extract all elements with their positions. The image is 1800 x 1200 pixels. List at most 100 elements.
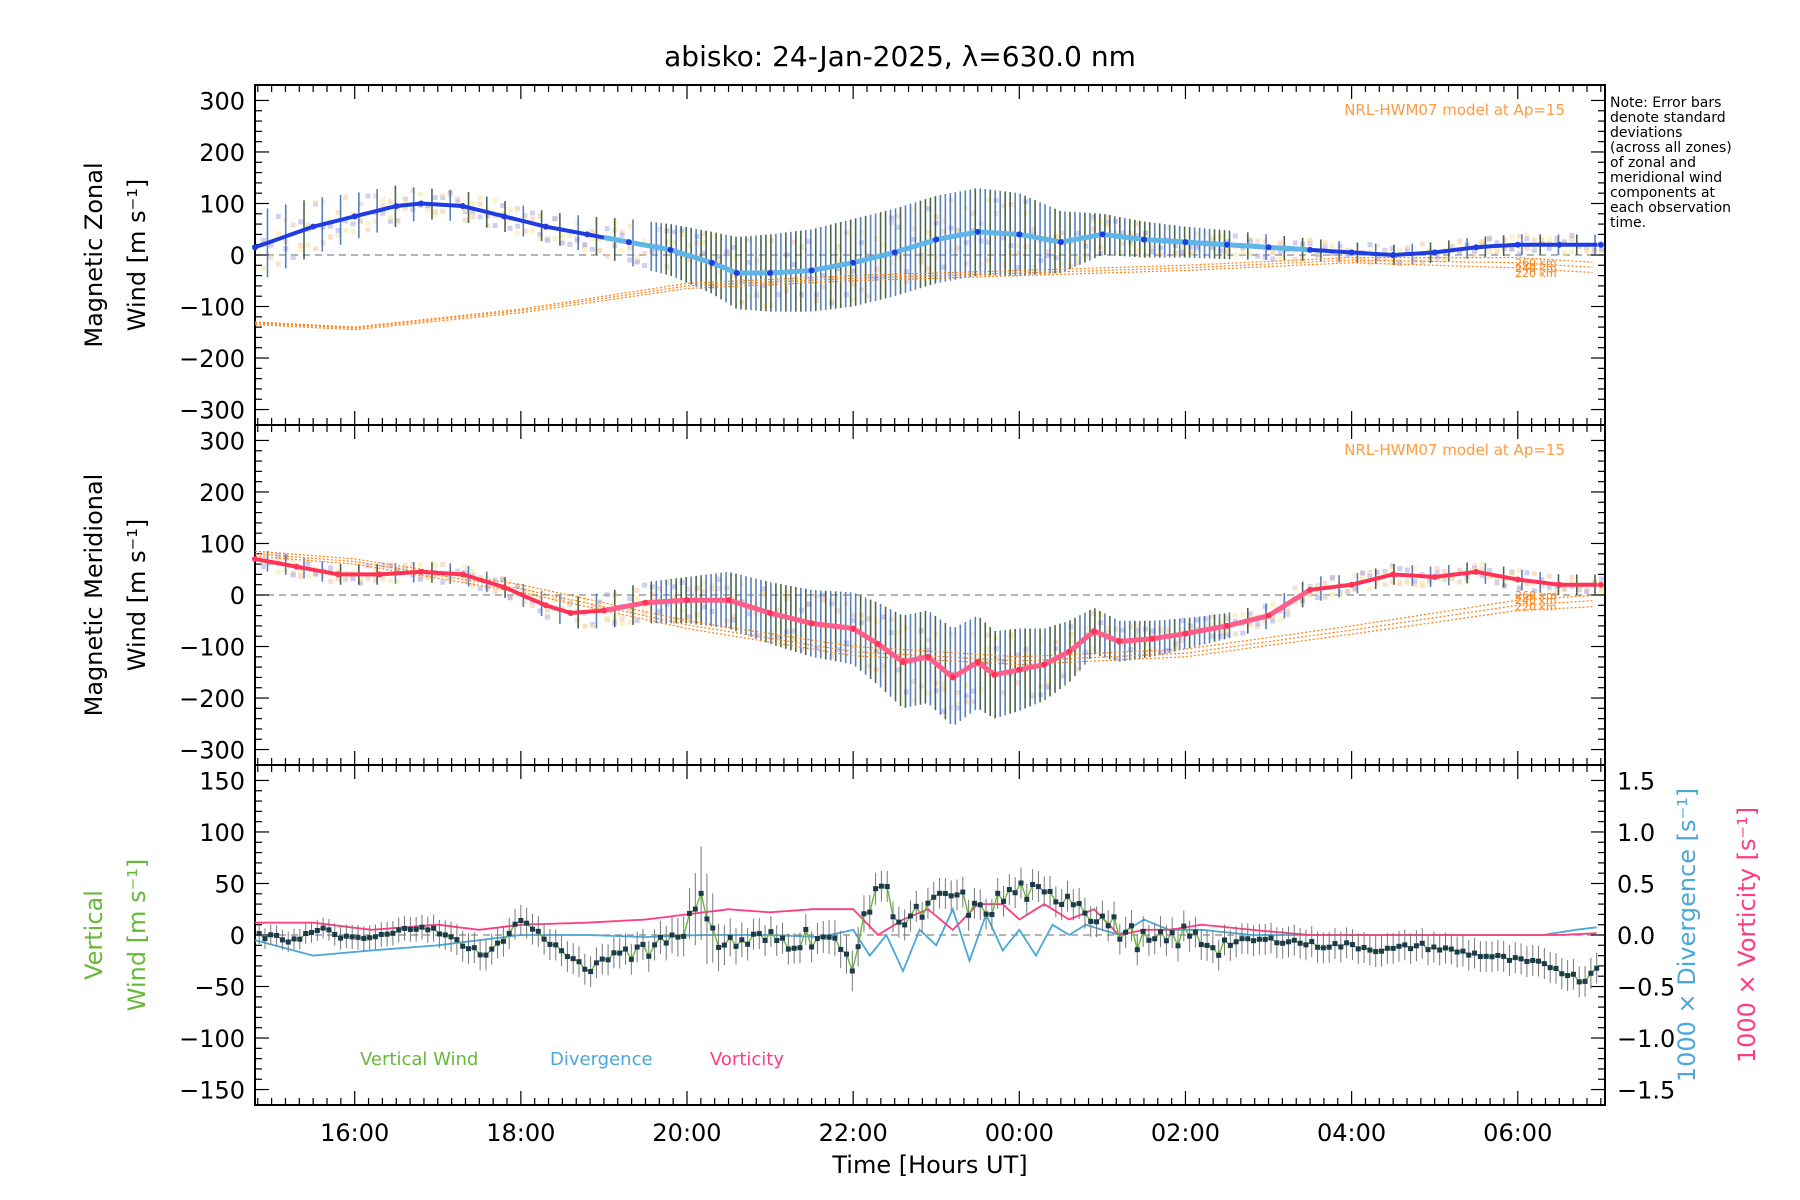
vertical-wind-point (1030, 881, 1036, 887)
zone-estimate-point (1516, 251, 1522, 257)
zone-estimate-point (1202, 621, 1208, 627)
vertical-wind-point (349, 934, 355, 940)
vertical-wind-point (1506, 957, 1512, 963)
vertical-wind-point (1006, 887, 1012, 893)
wind-data-point (767, 610, 774, 617)
vertical-wind-point (512, 921, 518, 927)
vertical-wind-point (413, 926, 419, 932)
zone-estimate-point (1501, 583, 1507, 589)
zone-estimate-point (305, 222, 311, 228)
vertical-wind-point (460, 943, 466, 949)
vertical-wind-point (1588, 970, 1594, 976)
vertical-wind-point (582, 966, 588, 972)
zone-estimate-point (268, 242, 274, 248)
zone-estimate-point (679, 579, 685, 585)
vertical-wind-point (448, 934, 454, 940)
zone-estimate-point (559, 233, 565, 239)
zone-estimate-point (1546, 584, 1552, 590)
wind-data-point (459, 203, 466, 210)
zone-estimate-point (380, 196, 386, 202)
zone-estimate-point (1090, 214, 1096, 220)
zone-estimate-point (881, 663, 887, 669)
zone-estimate-point (372, 567, 378, 573)
zone-estimate-point (1404, 580, 1410, 586)
zone-estimate-point (1217, 248, 1223, 254)
vertical-wind-point (547, 941, 553, 947)
zone-estimate-point (1083, 631, 1089, 637)
zone-estimate-point (552, 597, 558, 603)
wind-data-point (1116, 638, 1122, 645)
vertical-wind-point (378, 931, 384, 937)
zone-estimate-point (1210, 245, 1216, 251)
zone-estimate-point (1546, 573, 1552, 579)
zone-estimate-point (1150, 646, 1156, 652)
vertical-wind-point (1518, 956, 1524, 962)
zone-estimate-point (1150, 249, 1156, 255)
zone-estimate-point (455, 196, 461, 202)
zone-estimate-point (1531, 588, 1537, 594)
zone-estimate-point (343, 218, 349, 224)
zone-estimate-point (821, 598, 827, 604)
zone-estimate-point (365, 193, 371, 199)
zone-estimate-point (1038, 683, 1044, 689)
zone-estimate-point (731, 614, 737, 620)
zone-estimate-point (627, 257, 633, 263)
zone-estimate-point (402, 566, 408, 572)
wind-data-point (1091, 628, 1098, 635)
zone-estimate-point (485, 207, 491, 213)
zone-estimate-point (470, 568, 476, 574)
zone-estimate-point (1068, 624, 1074, 630)
zone-estimate-point (873, 275, 879, 281)
zone-estimate-point (948, 225, 954, 231)
zone-estimate-point (1412, 565, 1418, 571)
zone-estimate-point (260, 564, 266, 570)
zone-estimate-point (986, 632, 992, 638)
zone-estimate-point (634, 259, 640, 265)
zone-estimate-point (799, 279, 805, 285)
zone-estimate-point (298, 219, 304, 225)
wind-data-point (725, 597, 732, 604)
zone-estimate-point (1180, 627, 1186, 633)
zone-estimate-point (933, 254, 939, 260)
zone-estimate-point (739, 299, 745, 305)
vertical-wind-point (1425, 947, 1431, 953)
zone-estimate-point (784, 283, 790, 289)
zone-estimate-point (1090, 226, 1096, 232)
zone-estimate-point (619, 616, 625, 622)
zone-estimate-point (440, 579, 446, 585)
zone-estimate-point (1195, 231, 1201, 237)
zone-estimate-point (1487, 248, 1493, 254)
zone-estimate-point (1322, 594, 1328, 600)
zone-estimate-point (1172, 251, 1178, 257)
zone-estimate-point (941, 228, 947, 234)
zone-estimate-point (619, 232, 625, 238)
vertical-wind-point (477, 952, 483, 958)
zone-estimate-point (986, 257, 992, 263)
zone-estimate-point (1569, 233, 1575, 239)
zone-estimate-point (507, 594, 513, 600)
zone-estimate-point (1060, 230, 1066, 236)
x-tick-label: 06:00 (1483, 1119, 1552, 1147)
vertical-wind-point (913, 903, 919, 909)
zone-estimate-point (552, 236, 558, 242)
zone-estimate-point (1008, 243, 1014, 249)
zone-estimate-point (1001, 262, 1007, 268)
zone-estimate-point (1330, 574, 1336, 580)
zone-estimate-point (492, 589, 498, 595)
zone-estimate-point (275, 261, 281, 267)
model-label: NRL-HWM07 model at Ap=15 (1344, 101, 1565, 119)
wind-data-point (949, 674, 956, 681)
vertical-wind-point (402, 925, 408, 931)
vertical-wind-point (1559, 971, 1565, 977)
zone-estimate-point (1232, 631, 1238, 637)
zone-estimate-point (574, 617, 580, 623)
zone-estimate-point (462, 564, 468, 570)
vertical-wind-point (809, 944, 815, 950)
zone-estimate-point (799, 607, 805, 613)
zone-estimate-point (1098, 612, 1104, 618)
zone-estimate-point (657, 248, 663, 254)
zone-estimate-point (858, 240, 864, 246)
vertical-wind-point (762, 937, 768, 943)
zone-estimate-point (358, 218, 364, 224)
vertical-wind-point (1001, 898, 1007, 904)
